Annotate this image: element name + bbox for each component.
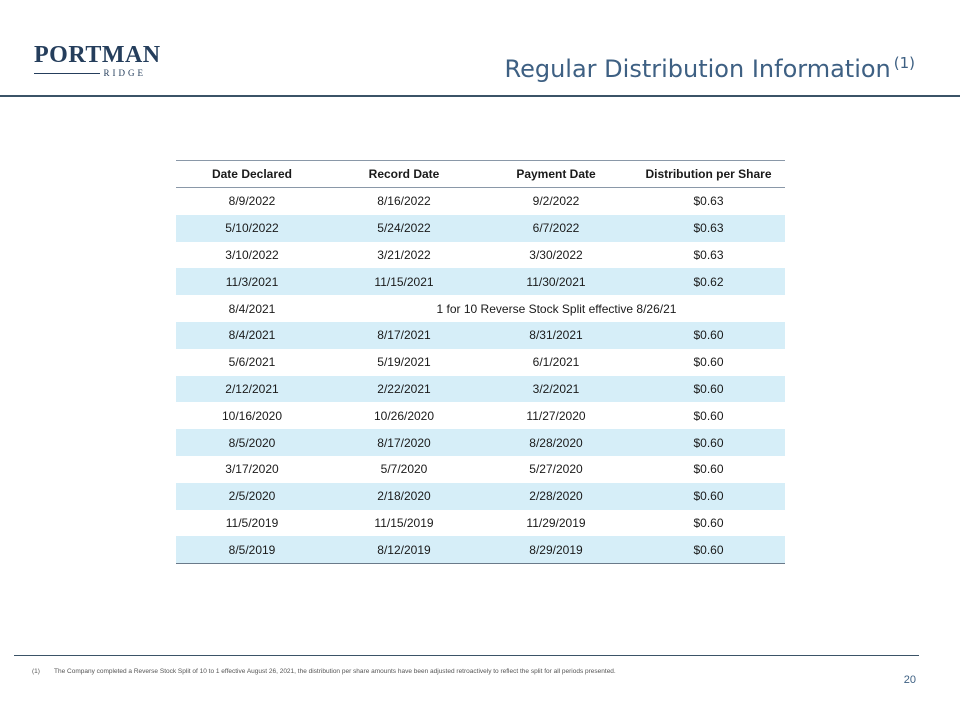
cell-date-declared: 5/6/2021 xyxy=(228,355,276,370)
cell-record-date: 3/21/2022 xyxy=(377,247,431,262)
logo-divider xyxy=(34,72,100,74)
cell-date-declared: 11/5/2019 xyxy=(225,515,279,530)
logo-subtext: RIDGE xyxy=(103,68,146,78)
cell-distribution: $0.60 xyxy=(632,536,785,565)
cell-date-declared: 8/9/2022 xyxy=(228,194,276,209)
cell-date-declared: 10/16/2020 xyxy=(221,408,283,423)
cell-payment-date: 6/1/2021 xyxy=(532,355,580,370)
logo-wordmark: PORTMAN xyxy=(34,42,161,68)
table-row: 11/5/2019 11/15/2019 11/29/2019 $0.60 xyxy=(176,510,785,537)
cell-record-date: 5/7/2020 xyxy=(380,462,428,477)
table-header-row: Date Declared Record Date Payment Date D… xyxy=(176,160,785,188)
cell-payment-date: 8/31/2021 xyxy=(480,321,632,349)
cell-payment-date: 3/2/2021 xyxy=(480,375,632,403)
cell-distribution: $0.63 xyxy=(632,214,785,242)
footer-divider xyxy=(14,655,919,656)
cell-record-date: 8/12/2019 xyxy=(328,536,480,565)
cell-date-declared: 8/4/2021 xyxy=(228,301,276,316)
cell-payment-date: 11/27/2020 xyxy=(526,408,586,423)
cell-date-declared: 2/5/2020 xyxy=(176,482,328,510)
cell-distribution: $0.63 xyxy=(693,194,724,209)
table-row: 11/3/2021 11/15/2021 11/30/2021 $0.62 xyxy=(176,268,785,296)
page-number: 20 xyxy=(903,674,916,686)
table-row: 8/4/2021 8/17/2021 8/31/2021 $0.60 xyxy=(176,321,785,349)
cell-payment-date: 8/29/2019 xyxy=(480,536,632,565)
cell-record-date: 11/15/2019 xyxy=(374,515,434,530)
table-row: 8/5/2020 8/17/2020 8/28/2020 $0.60 xyxy=(176,429,785,456)
cell-payment-date: 3/30/2022 xyxy=(529,247,583,262)
cell-payment-date: 9/2/2022 xyxy=(532,194,580,209)
table-row: 5/10/2022 5/24/2022 6/7/2022 $0.63 xyxy=(176,214,785,242)
cell-payment-date: 2/28/2020 xyxy=(480,482,632,510)
cell-record-date: 2/22/2021 xyxy=(328,375,480,403)
company-logo: PORTMAN RIDGE xyxy=(34,42,161,82)
cell-distribution: $0.60 xyxy=(693,355,724,370)
page-title-text: Regular Distribution Information xyxy=(504,55,891,83)
cell-distribution: $0.60 xyxy=(693,515,724,530)
table-row: 3/17/2020 5/7/2020 5/27/2020 $0.60 xyxy=(176,456,785,483)
cell-distribution: $0.60 xyxy=(693,462,724,477)
cell-record-date: 8/17/2020 xyxy=(328,429,480,456)
cell-distribution: $0.60 xyxy=(632,321,785,349)
cell-date-declared: 5/10/2022 xyxy=(176,214,328,242)
table-row: 2/5/2020 2/18/2020 2/28/2020 $0.60 xyxy=(176,482,785,510)
footnote-marker: (1) xyxy=(32,668,40,675)
cell-record-date: 5/19/2021 xyxy=(377,355,431,370)
cell-date-declared: 8/5/2019 xyxy=(176,536,328,565)
table-row: 8/9/2022 8/16/2022 9/2/2022 $0.63 xyxy=(176,188,785,215)
title-footnote-marker: (1) xyxy=(893,54,915,72)
cell-distribution: $0.60 xyxy=(632,429,785,456)
table-row: 3/10/2022 3/21/2022 3/30/2022 $0.63 xyxy=(176,242,785,269)
distribution-table: Date Declared Record Date Payment Date D… xyxy=(176,160,785,565)
table-row: 10/16/2020 10/26/2020 11/27/2020 $0.60 xyxy=(176,402,785,429)
table-row: 5/6/2021 5/19/2021 6/1/2021 $0.60 xyxy=(176,349,785,376)
cell-record-date: 8/16/2022 xyxy=(377,194,431,209)
cell-distribution: $0.60 xyxy=(693,408,724,423)
cell-payment-date: 5/27/2020 xyxy=(529,462,583,477)
column-header-record-date: Record Date xyxy=(328,160,480,188)
cell-distribution: $0.60 xyxy=(632,482,785,510)
cell-date-declared: 8/4/2021 xyxy=(176,321,328,349)
cell-payment-date: 11/30/2021 xyxy=(480,268,632,296)
cell-distribution: $0.63 xyxy=(693,247,724,262)
cell-payment-date: 11/29/2019 xyxy=(526,515,586,530)
reverse-split-note: 1 for 10 Reverse Stock Split effective 8… xyxy=(436,301,677,316)
column-header-distribution-per-share: Distribution per Share xyxy=(632,160,785,188)
cell-payment-date: 8/28/2020 xyxy=(480,429,632,456)
cell-payment-date: 6/7/2022 xyxy=(480,214,632,242)
cell-date-declared: 3/17/2020 xyxy=(225,462,279,477)
cell-date-declared: 2/12/2021 xyxy=(176,375,328,403)
cell-date-declared: 11/3/2021 xyxy=(176,268,328,296)
table-row: 2/12/2021 2/22/2021 3/2/2021 $0.60 xyxy=(176,375,785,403)
table-row-split-note: 8/4/2021 1 for 10 Reverse Stock Split ef… xyxy=(176,295,785,322)
table-row: 8/5/2019 8/12/2019 8/29/2019 $0.60 xyxy=(176,536,785,565)
header-divider xyxy=(0,95,960,97)
footnote-text: The Company completed a Reverse Stock Sp… xyxy=(54,668,616,675)
cell-record-date: 8/17/2021 xyxy=(328,321,480,349)
logo-subline: RIDGE xyxy=(34,68,146,78)
cell-record-date: 10/26/2020 xyxy=(373,408,435,423)
column-header-date-declared: Date Declared xyxy=(176,160,328,188)
cell-date-declared: 3/10/2022 xyxy=(225,247,279,262)
page-title: Regular Distribution Information (1) xyxy=(505,54,916,83)
cell-date-declared: 8/5/2020 xyxy=(176,429,328,456)
cell-distribution: $0.62 xyxy=(632,268,785,296)
cell-record-date: 5/24/2022 xyxy=(328,214,480,242)
cell-record-date: 11/15/2021 xyxy=(328,268,480,296)
cell-distribution: $0.60 xyxy=(632,375,785,403)
column-header-payment-date: Payment Date xyxy=(480,160,632,188)
cell-record-date: 2/18/2020 xyxy=(328,482,480,510)
